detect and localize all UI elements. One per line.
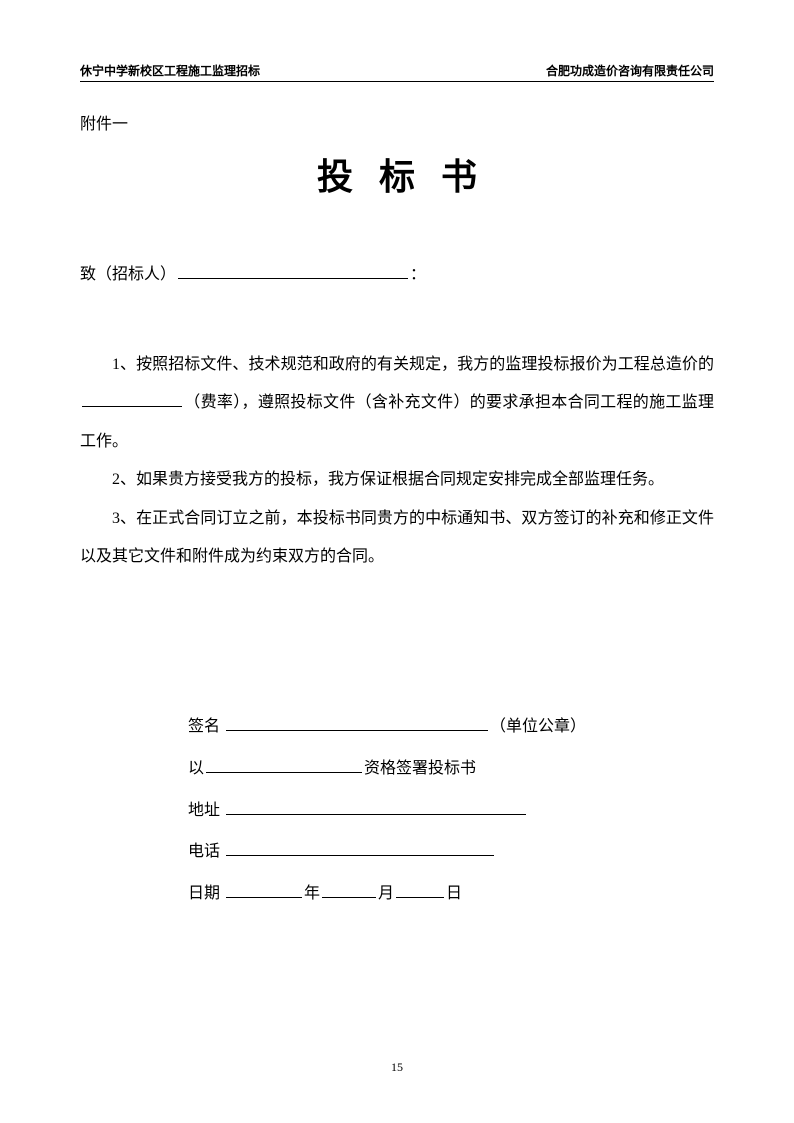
header-right: 合肥功成造价咨询有限责任公司 <box>546 62 714 79</box>
page-number: 15 <box>0 1060 794 1075</box>
qualification-row: 以资格签署投标书 <box>188 748 714 790</box>
paragraph-2: 2、如果贵方接受我方的投标，我方保证根据合同规定安排完成全部监理任务。 <box>80 461 714 499</box>
addressee-blank[interactable] <box>178 278 408 279</box>
month-blank[interactable] <box>322 897 376 898</box>
date-row: 日期 年月日 <box>188 873 714 915</box>
body-text: 1、按照招标文件、技术规范和政府的有关规定，我方的监理投标报价为工程总造价的（费… <box>80 346 714 576</box>
paragraph-1: 1、按照招标文件、技术规范和政府的有关规定，我方的监理投标报价为工程总造价的（费… <box>80 346 714 461</box>
addressee-prefix: 致（招标人） <box>80 266 176 283</box>
phone-row: 电话 <box>188 831 714 873</box>
document-title: 投标书 <box>80 148 714 200</box>
signature-block: 签名 （单位公章） 以资格签署投标书 地址 电话 日期 年月日 <box>188 706 714 914</box>
address-blank[interactable] <box>226 814 526 815</box>
year-blank[interactable] <box>226 897 302 898</box>
signature-name-blank[interactable] <box>226 730 488 731</box>
header-left: 休宁中学新校区工程施工监理招标 <box>80 62 260 79</box>
attachment-label: 附件一 <box>80 110 714 134</box>
addressee-suffix: ： <box>410 266 426 283</box>
qualification-blank[interactable] <box>206 772 362 773</box>
day-blank[interactable] <box>396 897 444 898</box>
phone-blank[interactable] <box>226 855 494 856</box>
signature-name-row: 签名 （单位公章） <box>188 706 714 748</box>
paragraph-3: 3、在正式合同订立之前，本投标书同贵方的中标通知书、双方签订的补充和修正文件以及… <box>80 500 714 577</box>
addressee-line: 致（招标人） ： <box>80 260 714 284</box>
rate-blank[interactable] <box>82 406 182 407</box>
page-header: 休宁中学新校区工程施工监理招标 合肥功成造价咨询有限责任公司 <box>80 62 714 82</box>
address-row: 地址 <box>188 790 714 832</box>
